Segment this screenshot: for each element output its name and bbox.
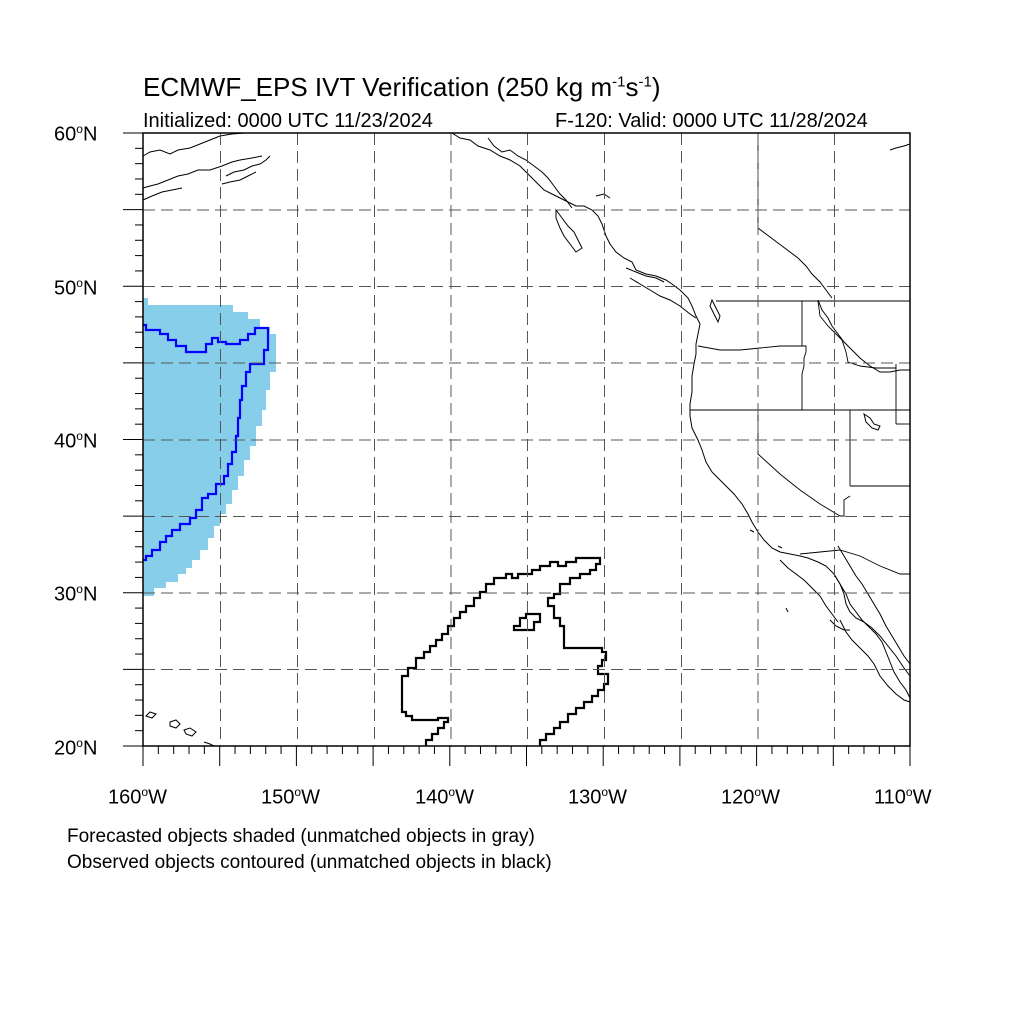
valid-time: F-120: Valid: 0000 UTC 11/28/2024 [555,110,868,132]
observed-object-matched-contour [143,323,270,562]
legend-note-observed: Observed objects contoured (unmatched ob… [67,852,552,873]
axis-ticks [123,132,911,766]
lon-label-130w: 130oW [568,785,627,809]
lon-label-140w: 140oW [415,785,474,809]
lat-label-50n: 50oN [54,276,98,300]
political-boundaries [690,133,910,575]
graticule [143,133,910,746]
initialized-time: Initialized: 0000 UTC 11/23/2024 [143,110,433,132]
coastlines [142,132,911,747]
lat-label-30n: 30oN [54,582,98,606]
lat-label-40n: 40oN [54,429,98,453]
chart-title: ECMWF_EPS IVT Verification (250 kg m-1s-… [143,72,661,102]
lat-label-60n: 60oN [54,122,98,146]
lon-label-150w: 150oW [261,785,320,809]
legend-note-forecast: Forecasted objects shaded (unmatched obj… [67,826,535,847]
lat-label-20n: 20oN [54,736,98,760]
lon-label-160w: 160oW [108,785,167,809]
observed-object-unmatched-contour [400,556,610,746]
lon-label-120w: 120oW [721,785,780,809]
lon-label-110w: 110oW [874,785,932,809]
forecast-object-shaded [143,298,276,596]
